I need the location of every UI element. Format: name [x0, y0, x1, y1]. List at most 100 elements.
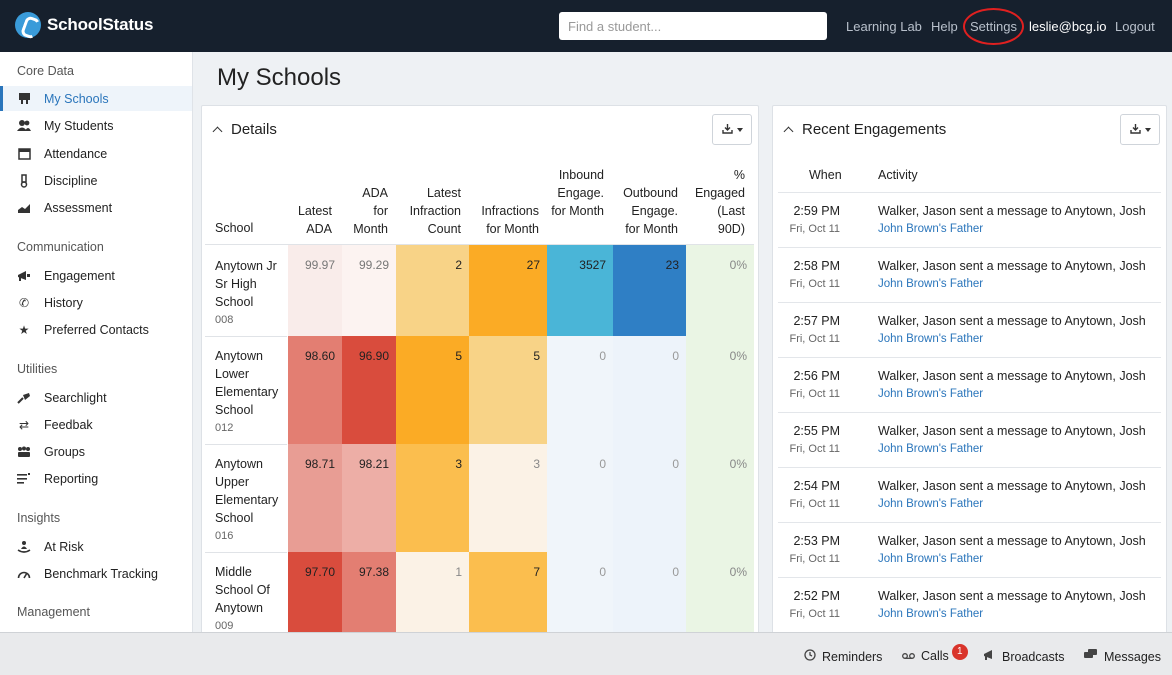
engagement-contact-link[interactable]: John Brown's Father [878, 333, 984, 345]
sidebar-item-discipline[interactable]: Discipline [0, 168, 192, 193]
col-header-latest-ada[interactable]: Latest ADA [297, 204, 332, 236]
sidebar-item-engagement[interactable]: Engagement [0, 263, 192, 288]
col-header-pct-engaged[interactable]: % Engaged (Last 90D) [694, 168, 745, 236]
settings-highlight-ring [963, 8, 1024, 45]
student-search-input[interactable] [559, 12, 827, 40]
engagement-icon [17, 269, 31, 283]
engagement-contact-link[interactable]: John Brown's Father [878, 443, 984, 455]
col-header-latest-infraction[interactable]: Latest Infraction Count [409, 186, 461, 236]
engagement-contact-link[interactable]: John Brown's Father [878, 498, 984, 510]
col-header-activity[interactable]: Activity [878, 168, 918, 182]
engagements-download-button[interactable] [1120, 114, 1160, 145]
sidebar-item-reporting[interactable]: Reporting [0, 466, 192, 491]
sidebar-item-at-risk[interactable]: At Risk [0, 534, 192, 559]
nav-help[interactable]: Help [931, 19, 958, 34]
sidebar-item-history[interactable]: ✆ History [0, 290, 192, 315]
engagements-card-title[interactable]: Recent Engagements [783, 121, 947, 138]
engagement-row[interactable]: 2:54 PM Fri, Oct 11 Walker, Jason sent a… [778, 467, 1161, 522]
school-name: Anytown Upper Elementary School [215, 457, 279, 525]
engagement-time: 2:56 PM [793, 369, 840, 383]
school-name: Middle School Of Anytown [215, 565, 270, 615]
cell-ada-month: 96.90 [342, 336, 396, 444]
sidebar-item-label: At Risk [44, 539, 84, 554]
sidebar-item-attendance[interactable]: Attendance [0, 141, 192, 166]
engagement-row[interactable]: 2:52 PM Fri, Oct 11 Walker, Jason sent a… [778, 577, 1161, 631]
nav-learning-lab[interactable]: Learning Lab [846, 19, 922, 34]
engagement-contact-link[interactable]: John Brown's Father [878, 608, 984, 620]
sidebar-item-feedbak[interactable]: ⇄ Feedbak [0, 412, 192, 437]
engagement-contact-link[interactable]: John Brown's Father [878, 553, 984, 565]
col-header-outbound[interactable]: Outbound Engage. for Month [623, 186, 678, 236]
calendar-icon [17, 147, 31, 161]
sidebar-item-preferred-contacts[interactable]: ★ Preferred Contacts [0, 317, 192, 342]
sidebar-item-my-schools[interactable]: My Schools [0, 86, 192, 111]
engagement-contact-link[interactable]: John Brown's Father [878, 388, 984, 400]
engagement-activity: Walker, Jason sent a message to Anytown,… [878, 204, 1146, 218]
engagements-title-text: Recent Engagements [802, 121, 947, 138]
col-header-school[interactable]: School [215, 221, 254, 235]
engagement-date: Fri, Oct 11 [789, 333, 840, 345]
engagement-time: 2:58 PM [793, 259, 840, 273]
recent-engagements-card: Recent Engagements [772, 105, 1167, 635]
engagement-contact-link[interactable]: John Brown's Father [878, 223, 984, 235]
megaphone-icon [983, 649, 996, 664]
sidebar-item-searchlight[interactable]: Searchlight [0, 385, 192, 410]
user-email[interactable]: leslie@bcg.io [1029, 19, 1107, 34]
col-header-infractions-month[interactable]: Infractions for Month [481, 204, 539, 236]
reporting-icon [17, 472, 31, 486]
broadcasts-button[interactable]: Broadcasts [983, 649, 1065, 664]
students-icon [17, 119, 31, 133]
sidebar-section-management: Management [17, 605, 90, 619]
table-row-school[interactable]: Middle School Of Anytown 009 [215, 563, 285, 635]
sidebar-item-label: Groups [44, 444, 85, 459]
sidebar-item-benchmark-tracking[interactable]: Benchmark Tracking [0, 561, 192, 586]
sidebar-item-label: Preferred Contacts [44, 322, 149, 337]
messages-button[interactable]: Messages [1084, 649, 1161, 664]
engagement-date: Fri, Oct 11 [789, 498, 840, 510]
col-header-when[interactable]: When [809, 168, 842, 182]
clock-icon [804, 649, 816, 664]
messages-label: Messages [1104, 649, 1161, 664]
engagement-activity: Walker, Jason sent a message to Anytown,… [878, 479, 1146, 493]
details-download-button[interactable] [712, 114, 752, 145]
sidebar-item-label: Discipline [44, 173, 98, 188]
sidebar-item-assessment[interactable]: Assessment [0, 195, 192, 220]
sidebar-item-my-students[interactable]: My Students [0, 113, 192, 138]
table-row-school[interactable]: Anytown Lower Elementary School 012 [215, 347, 285, 437]
cell-pct-engaged: 0% [686, 245, 754, 336]
engagement-time: 2:52 PM [793, 589, 840, 603]
cell-infractions-month: 5 [469, 336, 547, 444]
engagement-row[interactable]: 2:56 PM Fri, Oct 11 Walker, Jason sent a… [778, 357, 1161, 412]
engagement-row[interactable]: 2:57 PM Fri, Oct 11 Walker, Jason sent a… [778, 302, 1161, 357]
engagement-row[interactable]: 2:53 PM Fri, Oct 11 Walker, Jason sent a… [778, 522, 1161, 577]
cell-outbound: 23 [613, 245, 686, 336]
collapse-chevron-icon[interactable] [212, 126, 223, 137]
cell-latest-ada: 99.97 [288, 245, 342, 336]
engagement-date: Fri, Oct 11 [789, 388, 840, 400]
logo-mark-icon [15, 12, 41, 38]
table-row-school[interactable]: Anytown Jr Sr High School 008 [215, 257, 285, 329]
details-card-title[interactable]: Details [212, 121, 277, 138]
sidebar-item-label: Searchlight [44, 390, 107, 405]
collapse-chevron-icon[interactable] [783, 126, 794, 137]
col-header-ada-month[interactable]: ADA for Month [353, 186, 388, 236]
calls-button[interactable]: Calls 1 [902, 643, 968, 663]
engagement-contact-link[interactable]: John Brown's Father [878, 278, 984, 290]
engagement-time: 2:57 PM [793, 314, 840, 328]
logo[interactable]: SchoolStatus [15, 12, 153, 38]
sidebar-item-label: History [44, 295, 83, 310]
engagement-row[interactable]: 2:55 PM Fri, Oct 11 Walker, Jason sent a… [778, 412, 1161, 467]
sidebar-section-utilities: Utilities [17, 362, 58, 376]
cell-latest-ada: 97.70 [288, 552, 342, 632]
caret-down-icon [736, 127, 743, 132]
reminders-button[interactable]: Reminders [804, 649, 882, 664]
sidebar-item-groups[interactable]: Groups [0, 439, 192, 464]
engagement-row[interactable]: 2:58 PM Fri, Oct 11 Walker, Jason sent a… [778, 247, 1161, 302]
engagement-row[interactable]: 2:59 PM Fri, Oct 11 Walker, Jason sent a… [778, 192, 1161, 247]
phone-icon: ✆ [18, 295, 30, 310]
logout-link[interactable]: Logout [1115, 19, 1155, 34]
cell-inbound: 0 [547, 444, 613, 552]
cell-ada-month: 99.29 [342, 245, 396, 336]
col-header-inbound[interactable]: Inbound Engage. for Month [551, 168, 604, 218]
table-row-school[interactable]: Anytown Upper Elementary School 016 [215, 455, 285, 545]
